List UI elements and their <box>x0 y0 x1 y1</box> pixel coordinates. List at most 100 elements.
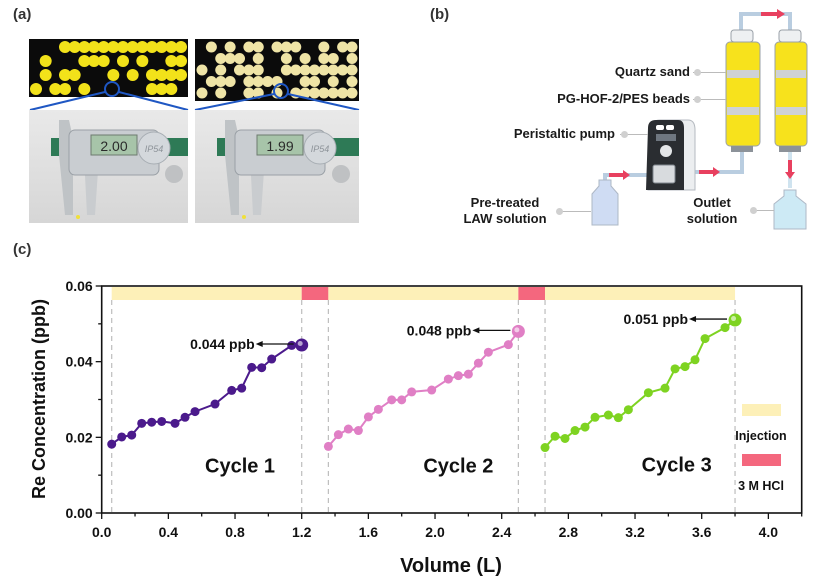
data-point <box>453 371 463 381</box>
data-point <box>503 340 513 350</box>
peristaltic-pump-label: Peristaltic pump <box>513 126 615 141</box>
zoom-line <box>118 91 189 111</box>
beads-label: PG-HOF-2/PES beads <box>557 91 690 106</box>
phase-bar-injection <box>111 287 302 300</box>
bead <box>136 41 149 53</box>
data-point <box>353 426 363 436</box>
bead <box>117 41 129 53</box>
bead <box>327 76 339 87</box>
panel-b-label: (b) <box>430 6 450 23</box>
caliper-brand: IP54 <box>145 144 164 154</box>
data-point <box>257 363 267 373</box>
bead <box>59 83 71 95</box>
data-point <box>190 407 200 417</box>
bead <box>346 64 358 76</box>
bead <box>252 53 264 64</box>
bead <box>205 76 217 87</box>
x-tick-label: 0.4 <box>159 524 179 540</box>
bead <box>49 83 62 95</box>
x-tick-label: 4.0 <box>759 524 779 540</box>
flow-arrow-icon <box>785 160 795 179</box>
bead <box>337 87 349 99</box>
end-point-highlight <box>731 316 737 322</box>
data-point <box>267 354 277 364</box>
bead <box>39 69 52 81</box>
cream-beads-image <box>196 41 358 99</box>
bead <box>290 41 302 53</box>
data-point <box>660 383 670 393</box>
leader-line <box>693 72 726 73</box>
data-point <box>210 399 220 409</box>
bead <box>318 87 330 99</box>
bead <box>215 76 227 87</box>
bead <box>234 53 245 64</box>
data-point <box>407 387 417 397</box>
leader-dot <box>694 96 701 103</box>
data-point <box>570 426 580 436</box>
bead <box>262 76 274 87</box>
bead <box>327 87 339 99</box>
data-point <box>237 383 247 393</box>
end-value-label: 0.044 ppb <box>190 336 255 352</box>
bead <box>165 55 178 67</box>
bead <box>68 41 81 53</box>
peristaltic-pump-icon <box>646 119 696 191</box>
flow-arrow-icon <box>761 9 785 19</box>
inlet-tube <box>603 173 650 180</box>
zoom-circle-right <box>273 83 289 99</box>
bead <box>155 41 168 53</box>
data-point <box>463 369 473 379</box>
leader-line <box>620 134 648 135</box>
bead <box>346 53 358 64</box>
bead <box>107 69 120 81</box>
data-point <box>623 405 633 415</box>
tjnu-beads-photo <box>29 39 188 97</box>
series-cycle-3: 0.051 ppb <box>540 311 742 453</box>
bead <box>318 41 330 53</box>
outlet-solution-label: Outlet solution <box>672 195 752 227</box>
bead <box>155 69 168 81</box>
data-point <box>227 385 237 395</box>
phase-bar-injection <box>545 287 736 300</box>
data-point <box>117 432 127 442</box>
caliper-photo-right: 1.99 IP54 <box>195 110 359 223</box>
data-point <box>560 433 570 443</box>
data-point <box>427 385 437 395</box>
bead <box>252 41 264 53</box>
x-tick-label: 0.0 <box>92 524 112 540</box>
bead <box>327 64 339 76</box>
caliper-reading: 1.99 <box>266 138 293 154</box>
legend: Injection 3 M HCl <box>735 404 787 493</box>
inlet-solution-label: Pre-treated LAW solution <box>455 195 555 227</box>
adsorption-column-2 <box>774 29 808 152</box>
flow-arrow-icon <box>609 170 630 180</box>
leader-line <box>693 99 726 100</box>
x-tick-label: 3.2 <box>625 524 645 540</box>
caliper-reading: 2.00 <box>100 138 127 154</box>
data-point <box>580 422 590 432</box>
bead <box>88 41 100 53</box>
adsorption-column-1 <box>725 29 761 152</box>
bead <box>78 55 91 67</box>
x-tick-label: 1.2 <box>292 524 312 540</box>
end-point-highlight <box>297 341 303 347</box>
zoom-line <box>287 93 360 111</box>
end-value-label: 0.051 ppb <box>623 311 688 327</box>
cycle-label: Cycle 1 <box>205 456 275 478</box>
legend-swatch <box>742 404 781 416</box>
arrow-head-icon <box>255 341 263 348</box>
x-axis-title: Volume (L) <box>400 555 502 577</box>
bead <box>126 69 139 81</box>
data-point <box>247 362 257 372</box>
bead <box>318 53 330 64</box>
bead <box>175 55 187 67</box>
panel-a-label: (a) <box>13 6 32 23</box>
x-tick-label: 0.8 <box>225 524 245 540</box>
data-point <box>397 395 407 405</box>
bead <box>107 41 120 53</box>
bead <box>117 55 129 67</box>
bead <box>30 83 42 95</box>
data-point <box>180 412 190 422</box>
data-point <box>473 358 483 368</box>
leader-dot <box>556 208 563 215</box>
